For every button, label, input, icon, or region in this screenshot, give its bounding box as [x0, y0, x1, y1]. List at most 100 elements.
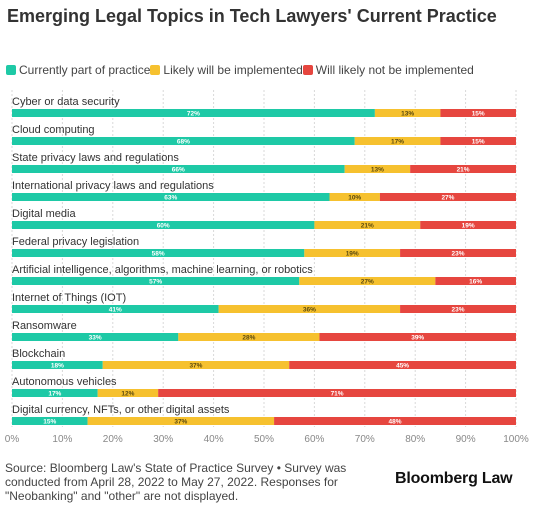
legend-item-current: Currently part of practice: [6, 63, 150, 77]
bar-segment: [158, 389, 516, 397]
bar-segment: [12, 137, 355, 145]
bar-segment: [218, 305, 401, 313]
brand-logo: Bloomberg Law: [395, 470, 513, 487]
data-label: 71%: [331, 390, 344, 397]
data-label: 37%: [189, 362, 202, 369]
category-label: International privacy laws and regulatio…: [12, 180, 214, 192]
legend-swatch-current: [6, 65, 16, 75]
bar-segment: [354, 137, 441, 145]
category-label: Autonomous vehicles: [12, 376, 117, 388]
bar-segment: [12, 249, 305, 257]
data-label: 39%: [411, 334, 424, 341]
category-label: Federal privacy legislation: [12, 236, 139, 248]
x-tick-label: 70%: [355, 434, 375, 445]
category-label: Digital currency, NFTs, or other digital…: [12, 404, 230, 416]
data-label: 21%: [361, 222, 374, 229]
data-label: 41%: [109, 306, 122, 313]
legend-swatch-not: [302, 65, 313, 75]
data-label: 33%: [89, 334, 102, 341]
x-tick-label: 30%: [153, 434, 173, 445]
data-label: 10%: [348, 194, 361, 201]
bar-segment: [314, 221, 421, 229]
data-label: 57%: [149, 278, 162, 285]
bar-segment: [440, 109, 516, 117]
category-label: Internet of Things (IOT): [12, 292, 126, 304]
x-tick-label: 10%: [52, 434, 72, 445]
bar-segment: [274, 417, 516, 425]
category-label: Cloud computing: [12, 124, 95, 136]
data-label: 17%: [391, 138, 404, 145]
category-label: Artificial intelligence, algorithms, mac…: [12, 264, 313, 276]
data-label: 28%: [242, 334, 255, 341]
legend-item-likely: Likely will be implemented: [150, 63, 303, 77]
data-label: 68%: [177, 138, 190, 145]
bar-segment: [400, 249, 516, 257]
bar-segment: [12, 193, 330, 201]
x-tick-label: 100%: [503, 434, 529, 445]
legend-label-current: Currently part of practice: [19, 63, 151, 77]
data-label: 37%: [174, 418, 187, 425]
bar-segment: [400, 305, 516, 313]
data-label: 21%: [457, 166, 470, 173]
data-label: 12%: [121, 390, 134, 397]
x-tick-label: 90%: [456, 434, 476, 445]
bar-segment: [12, 165, 345, 173]
source-note: Source: Bloomberg Law's State of Practic…: [5, 461, 347, 503]
data-label: 63%: [164, 194, 177, 201]
bar-segment: [374, 109, 441, 117]
bar-segment: [410, 165, 516, 173]
data-label: 58%: [152, 250, 165, 257]
x-tick-label: 20%: [103, 434, 123, 445]
stacked-bar-chart: 0% 10% 20% 30% 40% 50% 60% 70% 80% 90% 100% Cyber o…: [5, 90, 529, 445]
bar-segment: [304, 249, 401, 257]
bar-segment: [420, 221, 516, 229]
legend-item-not: Will likely not be implemented: [302, 63, 474, 77]
category-label: Digital media: [12, 208, 76, 220]
legend-label-likely: Likely will be implemented: [163, 63, 303, 77]
x-tick-label: 60%: [304, 434, 324, 445]
legend-swatch-likely: [150, 65, 161, 75]
data-label: 15%: [43, 418, 56, 425]
bar-segment: [289, 361, 516, 369]
data-label: 19%: [462, 222, 475, 229]
data-label: 27%: [361, 278, 374, 285]
bar-segment: [12, 277, 300, 285]
data-label: 36%: [303, 306, 316, 313]
bar-segment: [12, 417, 88, 425]
data-label: 66%: [172, 166, 185, 173]
bar-segment: [344, 165, 411, 173]
bar-segment: [12, 221, 315, 229]
bar-segment: [97, 389, 159, 397]
x-tick-label: 40%: [204, 434, 224, 445]
bar-segment: [319, 333, 516, 341]
bar-segment: [12, 333, 179, 341]
bar-segment: [12, 389, 98, 397]
bar-segment: [379, 193, 516, 201]
data-label: 48%: [389, 418, 402, 425]
bar-segment: [102, 361, 290, 369]
bar-segment: [87, 417, 275, 425]
bar-segment: [299, 277, 436, 285]
bar-segment: [12, 109, 375, 117]
data-label: 27%: [441, 194, 454, 201]
bar-segment: [12, 361, 103, 369]
chart-title: Emerging Legal Topics in Tech Lawyers' C…: [7, 6, 497, 26]
data-label: 45%: [396, 362, 409, 369]
data-label: 60%: [157, 222, 170, 229]
category-label: State privacy laws and regulations: [12, 152, 179, 164]
data-label: 15%: [472, 138, 485, 145]
bar-segment: [329, 193, 380, 201]
x-tick-label: 0%: [5, 434, 20, 445]
data-label: 15%: [472, 110, 485, 117]
data-label: 19%: [346, 250, 359, 257]
data-label: 13%: [401, 110, 414, 117]
data-label: 16%: [469, 278, 482, 285]
data-label: 23%: [452, 250, 465, 257]
x-tick-label: 80%: [405, 434, 425, 445]
data-label: 13%: [371, 166, 384, 173]
bar-segment: [178, 333, 320, 341]
bar-segment: [12, 305, 219, 313]
data-label: 17%: [48, 390, 61, 397]
x-tick-label: 50%: [254, 434, 274, 445]
category-label: Ransomware: [12, 320, 77, 332]
